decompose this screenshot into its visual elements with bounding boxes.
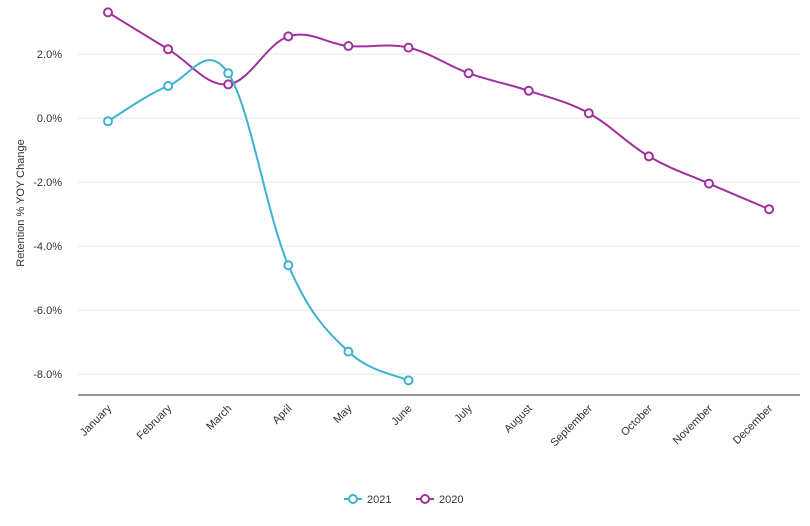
- y-tick-label: -8.0%: [33, 369, 62, 381]
- data-point[interactable]: [583, 108, 594, 119]
- x-tick-label: July: [452, 402, 475, 425]
- data-point[interactable]: [343, 346, 354, 357]
- data-point[interactable]: [163, 44, 174, 55]
- series-group: [103, 7, 775, 386]
- data-point[interactable]: [163, 81, 174, 91]
- y-tick-label: 0.0%: [37, 113, 62, 125]
- data-point[interactable]: [103, 7, 113, 18]
- series-2020: [103, 7, 775, 215]
- gridlines: [78, 53, 800, 375]
- x-tick-label: February: [135, 402, 175, 442]
- series-2021: [103, 59, 414, 386]
- x-tick-label: November: [671, 402, 716, 447]
- x-tick-label: January: [78, 402, 115, 439]
- x-tick-label: August: [502, 403, 535, 436]
- series-line: [107, 59, 409, 382]
- data-point[interactable]: [403, 42, 414, 53]
- legend-item-2020[interactable]: 2020: [416, 494, 463, 506]
- data-point[interactable]: [643, 151, 654, 162]
- y-axis-ticks: 2.0% 0.0% -2.0% -4.0% -6.0% -8.0%: [33, 49, 62, 381]
- legend: 2021 2020: [344, 494, 463, 506]
- data-point[interactable]: [704, 178, 714, 189]
- x-tick-label: October: [619, 402, 655, 438]
- data-point[interactable]: [103, 116, 113, 127]
- x-tick-label: December: [731, 402, 776, 447]
- legend-item-2021[interactable]: 2021: [344, 494, 391, 506]
- y-tick-label: -2.0%: [33, 177, 62, 189]
- data-point[interactable]: [283, 260, 294, 271]
- y-tick-label: -6.0%: [33, 305, 62, 317]
- data-point[interactable]: [223, 68, 234, 79]
- legend-label: 2020: [439, 494, 463, 506]
- series-line: [107, 11, 770, 211]
- y-tick-label: 2.0%: [37, 49, 62, 61]
- y-tick-label: -4.0%: [33, 241, 62, 253]
- data-point[interactable]: [764, 204, 775, 215]
- x-tick-label: June: [389, 403, 414, 428]
- data-point[interactable]: [283, 31, 294, 42]
- data-point[interactable]: [523, 85, 534, 96]
- legend-swatch-marker: [420, 494, 430, 504]
- data-point[interactable]: [343, 41, 354, 51]
- data-point[interactable]: [403, 375, 414, 386]
- data-point[interactable]: [463, 68, 474, 79]
- x-tick-label: September: [548, 402, 595, 449]
- legend-label: 2021: [367, 494, 391, 506]
- data-point[interactable]: [223, 79, 234, 90]
- x-tick-label: March: [204, 403, 234, 433]
- x-axis-ticks: January February March April May June July Augu…: [78, 402, 775, 449]
- x-tick-label: April: [270, 403, 294, 427]
- legend-swatch-marker: [348, 494, 358, 504]
- x-tick-label: May: [331, 402, 355, 426]
- y-axis-title: Retention % YOY Change: [15, 139, 27, 266]
